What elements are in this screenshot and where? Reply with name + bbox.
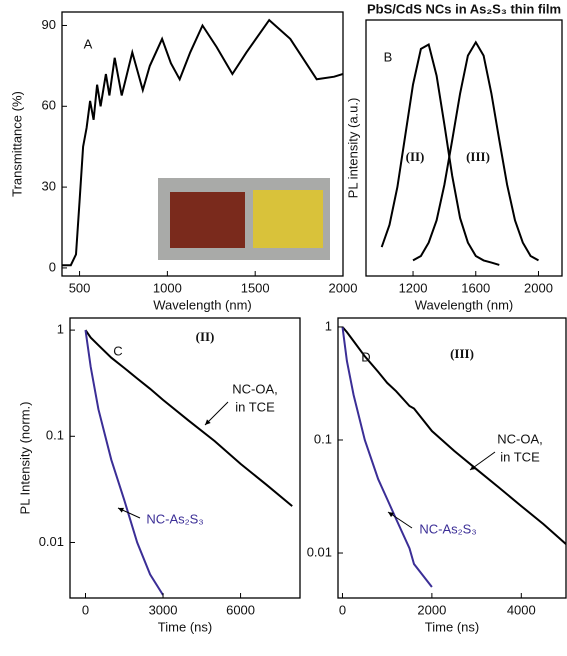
x-axis-label: Wavelength (nm)	[153, 297, 252, 312]
curve-label: NC-OA,	[232, 381, 278, 396]
inset-photo	[158, 178, 330, 260]
x-tick-label: 0	[82, 602, 89, 617]
x-tick-label: 2000	[417, 602, 446, 617]
panel-label: C	[113, 343, 122, 358]
curve-label: NC-As₂S₃	[146, 511, 203, 526]
data-line	[341, 326, 566, 545]
curve-label: in TCE	[235, 399, 275, 414]
x-tick-label: 2000	[524, 280, 553, 295]
y-tick-label: 0.1	[46, 428, 64, 443]
film-sample-red	[170, 192, 245, 248]
x-tick-label: 1200	[399, 280, 428, 295]
x-tick-label: 1000	[153, 280, 182, 295]
y-tick-label: 1	[57, 322, 64, 337]
y-axis-label: PL Intensity (norm.)	[17, 402, 32, 515]
curve-label: in TCE	[500, 449, 540, 464]
y-axis-label: Transmittance (%)	[9, 91, 24, 197]
x-tick-label: 3000	[149, 602, 178, 617]
data-line	[62, 18, 343, 267]
axes-frame	[61, 11, 344, 277]
arrow-head	[118, 507, 124, 513]
x-tick-label: 1500	[241, 280, 270, 295]
x-tick-label: 500	[69, 280, 91, 295]
arrow	[204, 401, 229, 426]
data-line	[341, 326, 433, 588]
panel-label: D	[361, 349, 370, 364]
y-axis-label: PL intensity (a.u.)	[345, 98, 360, 199]
y-tick-label: 90	[42, 17, 56, 32]
data-line	[84, 329, 164, 596]
arrow-head	[470, 464, 476, 470]
data-line	[380, 42, 500, 266]
curve-label: NC-OA,	[497, 431, 543, 446]
panel-label: A	[84, 36, 93, 51]
x-tick-label: 4000	[507, 602, 536, 617]
x-axis-label: Wavelength (nm)	[415, 297, 514, 312]
axes-frame	[337, 317, 567, 599]
data-line	[84, 329, 293, 507]
curve-label: NC-As₂S₃	[419, 521, 476, 536]
axes-frame	[69, 317, 301, 599]
x-tick-label: 1600	[461, 280, 490, 295]
x-tick-label: 6000	[226, 602, 255, 617]
x-tick-label: 0	[339, 602, 346, 617]
y-tick-label: 0.1	[314, 431, 332, 446]
panel-label: B	[384, 49, 393, 64]
y-tick-label: 0.01	[307, 544, 332, 559]
y-tick-label: 30	[42, 179, 56, 194]
sample-label: (II)	[196, 329, 215, 344]
sample-label: (II)	[406, 149, 425, 164]
y-tick-label: 0	[49, 259, 56, 274]
arrow-head	[205, 419, 211, 425]
panel-title: PbS/CdS NCs in As₂S₃ thin film	[367, 1, 561, 16]
sample-label: (III)	[466, 149, 490, 164]
film-sample-yellow	[253, 190, 323, 248]
y-tick-label: 60	[42, 98, 56, 113]
y-tick-label: 1	[325, 318, 332, 333]
x-tick-label: 2000	[329, 280, 358, 295]
x-axis-label: Time (ns)	[158, 619, 212, 634]
arrow-head	[388, 512, 394, 518]
x-axis-label: Time (ns)	[425, 619, 479, 634]
data-line	[412, 40, 539, 262]
sample-label: (III)	[450, 346, 474, 361]
axes-frame	[365, 19, 563, 277]
y-tick-label: 0.01	[39, 534, 64, 549]
